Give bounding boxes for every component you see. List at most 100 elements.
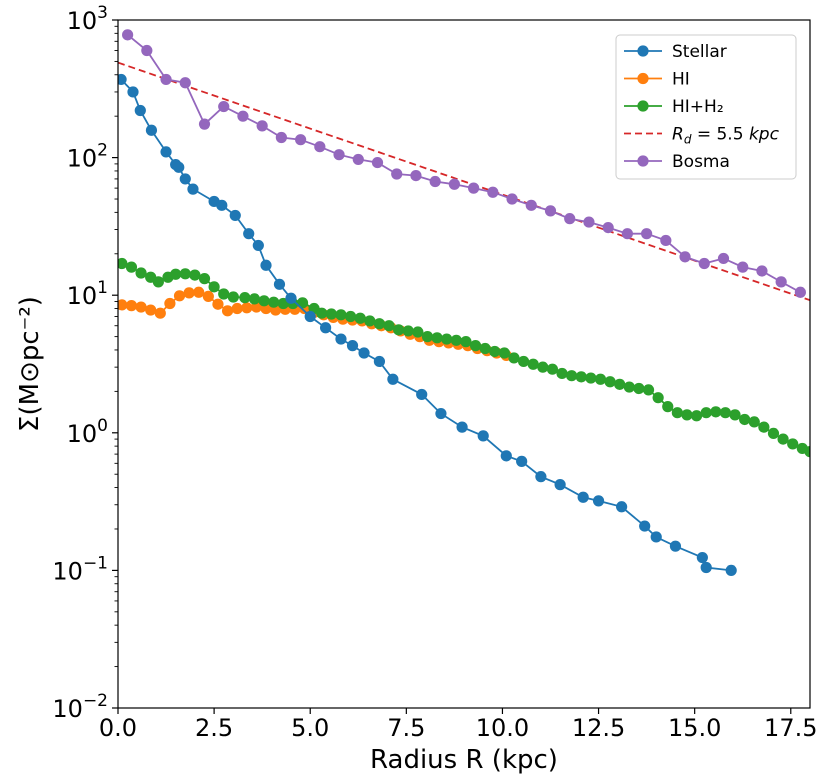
data-point-hi: [145, 304, 157, 316]
data-point-hih2: [671, 407, 683, 419]
legend-item-hih2: HI+H₂: [624, 97, 724, 117]
data-point-bosma: [237, 110, 249, 122]
data-point-stellar: [592, 495, 605, 507]
data-point-bosma: [468, 182, 480, 194]
data-point-stellar: [127, 86, 139, 98]
data-point-hih2: [662, 401, 674, 413]
data-point-bosma: [429, 175, 441, 188]
data-point-bosma: [564, 213, 576, 225]
data-point-hih2: [393, 324, 405, 336]
data-point-bosma: [679, 251, 691, 263]
x-axis-label: Radius R (kpc): [370, 745, 558, 775]
data-point-hih2: [537, 361, 549, 373]
y-tick-label: 101: [67, 278, 108, 310]
data-point-hih2: [614, 378, 626, 390]
x-tick-label: 7.5: [387, 714, 425, 742]
data-point-bosma: [583, 216, 595, 228]
data-point-bosma: [198, 118, 211, 130]
data-point-stellar: [650, 531, 662, 543]
data-point-hih2: [623, 381, 635, 393]
data-point-bosma: [179, 77, 191, 89]
y-tick-label: 103: [67, 3, 108, 35]
data-point-bosma: [775, 276, 787, 288]
data-point-hih2: [431, 332, 443, 344]
data-point-bosma: [314, 141, 326, 153]
data-point-hih2: [642, 384, 655, 396]
data-point-hih2: [498, 347, 510, 359]
data-point-hih2: [125, 261, 138, 273]
data-point-hih2: [517, 355, 530, 368]
x-tick-label: 5.0: [291, 714, 329, 742]
legend: Stellar HI HI+H₂ Rd = 5.5 kpc Bosma: [615, 34, 797, 180]
data-point-bosma: [737, 261, 749, 273]
x-tick-label: 0.0: [99, 714, 137, 742]
data-point-bosma: [660, 234, 672, 247]
data-point-stellar: [346, 340, 359, 352]
data-point-hih2: [710, 406, 722, 418]
data-point-hih2: [239, 292, 251, 304]
data-point-stellar: [669, 540, 682, 552]
series-hih2: [118, 257, 810, 458]
data-point-hih2: [135, 267, 147, 279]
data-point-hi: [173, 290, 186, 302]
data-point-hih2: [268, 296, 280, 308]
data-point-stellar: [229, 209, 241, 222]
data-point-stellar: [304, 310, 316, 323]
data-point-bosma: [544, 205, 557, 217]
legend-label-stellar: Stellar: [672, 42, 727, 62]
data-point-stellar: [187, 183, 199, 195]
data-point-hih2: [729, 409, 741, 421]
data-point-stellar: [285, 292, 297, 304]
data-point-hih2: [373, 318, 386, 330]
data-point-hi: [212, 298, 224, 310]
data-point-stellar: [145, 124, 158, 136]
data-point-bosma: [391, 168, 403, 180]
data-point-bosma: [756, 265, 768, 277]
data-point-stellar: [696, 551, 708, 564]
data-point-hih2: [450, 334, 462, 346]
y-tick-label: 10−2: [52, 691, 108, 723]
legend-label-hi: HI: [672, 70, 690, 90]
data-point-bosma: [717, 252, 730, 265]
legend-label-rd: Rd = 5.5 kpc: [672, 125, 780, 147]
data-point-hih2: [719, 407, 732, 419]
data-point-bosma: [256, 120, 268, 132]
data-point-bosma: [621, 228, 633, 240]
data-point-stellar: [535, 471, 547, 483]
data-point-hih2: [700, 407, 712, 419]
data-point-stellar: [358, 347, 370, 359]
data-point-hih2: [344, 310, 357, 323]
data-point-hih2: [575, 371, 587, 383]
data-point-hih2: [556, 367, 568, 380]
data-point-hih2: [227, 291, 239, 303]
x-tick-label: 2.5: [195, 714, 233, 742]
data-point-stellar: [700, 561, 712, 574]
data-point-bosma: [275, 131, 287, 144]
data-point-bosma: [506, 193, 518, 205]
data-point-hih2: [681, 409, 693, 421]
data-point-hih2: [739, 413, 751, 426]
data-point-stellar: [134, 104, 146, 117]
data-point-stellar: [243, 228, 255, 240]
y-axis: 10−2 10−1 100 101 102 103: [52, 3, 118, 723]
legend-box: [615, 34, 797, 180]
data-point-bosma: [371, 156, 384, 169]
data-point-hih2: [354, 312, 366, 324]
data-point-hih2: [412, 326, 424, 338]
data-point-hih2: [767, 427, 780, 440]
data-point-stellar: [373, 355, 386, 368]
x-axis: 0.0 2.5 5.0 7.5 10.0 12.5 15.0 17.5: [99, 708, 817, 742]
data-point-stellar: [516, 455, 528, 467]
x-tick-label: 12.5: [572, 714, 625, 742]
series-stellar: [118, 73, 737, 577]
data-point-stellar: [118, 73, 127, 86]
data-point-stellar: [500, 450, 512, 462]
legend-item-bosma: Bosma: [624, 152, 730, 172]
data-point-hi: [125, 300, 138, 312]
data-point-hih2: [152, 276, 164, 288]
data-point-bosma: [602, 221, 614, 234]
data-point-hi: [154, 307, 166, 319]
data-point-hi: [231, 302, 243, 315]
legend-label-hih2: HI+H₂: [672, 97, 724, 117]
x-tick-label: 10.0: [476, 714, 529, 742]
